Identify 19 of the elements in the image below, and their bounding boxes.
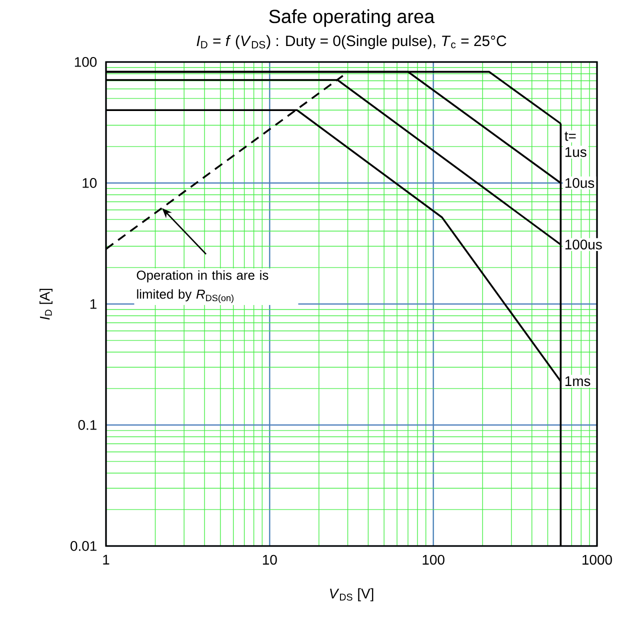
y-tick-label: 0.1 xyxy=(78,420,96,430)
series-label: 1ms xyxy=(565,376,590,386)
x-axis-title: V$_{DS}$ [V] xyxy=(330,588,374,602)
series-label: 1us xyxy=(565,147,586,157)
y-tick-label: 10 xyxy=(82,178,97,188)
series-label: 100us xyxy=(565,240,602,250)
legend-title: t= xyxy=(564,132,576,141)
x-tick-label: 10 xyxy=(262,554,277,565)
y-tick-label: 100 xyxy=(74,57,97,67)
series-label: 10us xyxy=(565,178,594,188)
y-tick-label: 1 xyxy=(90,299,96,309)
x-tick-label: 100 xyxy=(422,554,444,565)
text: I$_{D}$ = f (V$_{DS}$) : Duty = 0(Single pulse), T$_{c}$ = 25°C xyxy=(196,35,506,50)
y-tick-label: 0.01 xyxy=(70,541,96,551)
chart-title: Safe operating area xyxy=(269,9,435,27)
x-tick-label: 1000 xyxy=(582,554,612,565)
x-tick-label: 1 xyxy=(103,554,110,564)
annotation: Operation in this are is limited by R$_{DS(on)}$ xyxy=(136,270,268,303)
y-axis-title: I$_{D}$ [A] xyxy=(40,288,53,320)
